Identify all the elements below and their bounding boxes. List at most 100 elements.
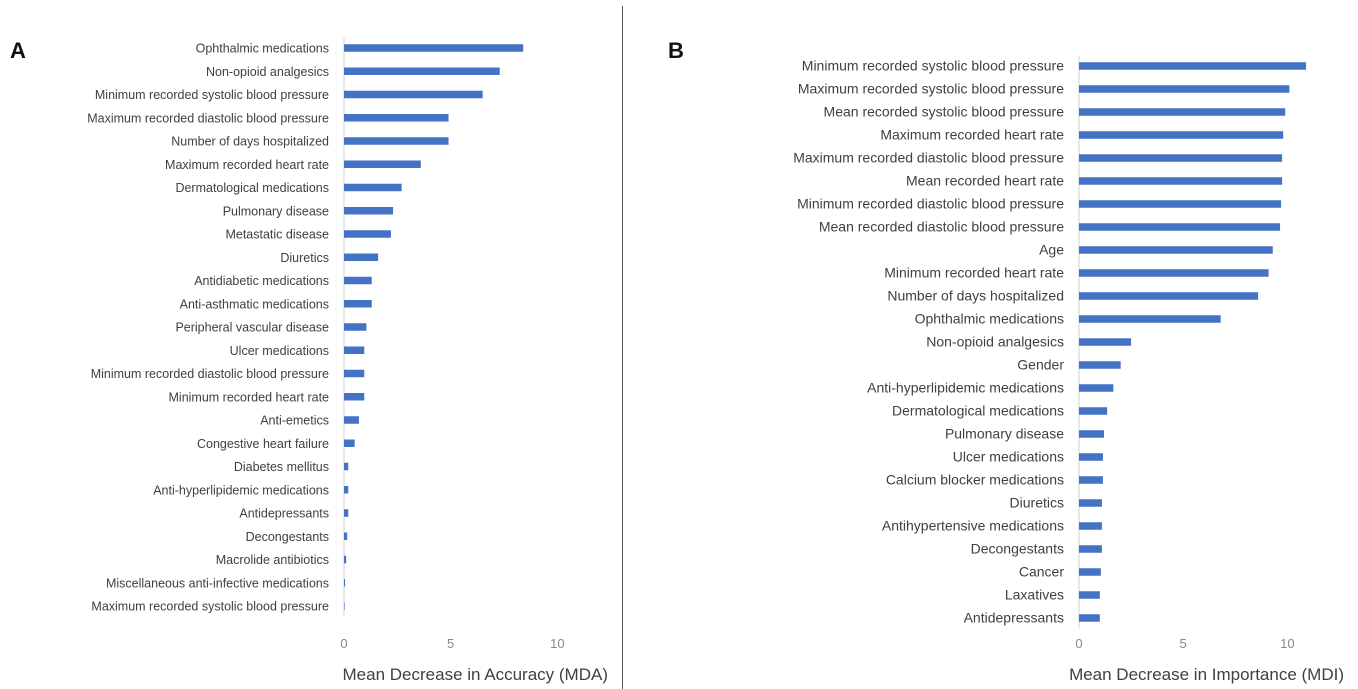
chart-a-bar: [344, 393, 365, 401]
chart-b-bar: [1079, 315, 1221, 323]
chart-a-category-label: Macrolide antibiotics: [216, 553, 329, 567]
chart-b-category-label: Mean recorded heart rate: [906, 173, 1064, 189]
chart-b-category-label: Maximum recorded heart rate: [880, 127, 1064, 143]
chart-a-category-label: Diabetes mellitus: [234, 460, 329, 474]
chart-b-category-label: Decongestants: [971, 541, 1064, 557]
chart-b-bar: [1079, 223, 1281, 231]
chart-b-x-tick-label: 0: [1075, 636, 1082, 651]
chart-a-bar: [344, 207, 394, 215]
chart-a-category-label: Decongestants: [246, 530, 329, 544]
chart-a-category-label: Minimum recorded systolic blood pressure: [95, 88, 329, 102]
chart-a-category-label: Maximum recorded systolic blood pressure: [91, 600, 329, 614]
chart-b-category-label: Antidepressants: [964, 610, 1064, 626]
chart-a-category-label: Anti-hyperlipidemic medications: [153, 483, 329, 497]
chart-a-category-label: Dermatological medications: [175, 181, 329, 195]
chart-a-bar: [344, 160, 421, 168]
chart-a-category-label: Diuretics: [280, 251, 329, 265]
chart-b-category-label: Mean recorded diastolic blood pressure: [819, 219, 1064, 235]
chart-a-category-label: Congestive heart failure: [197, 437, 329, 451]
chart-b-bar: [1079, 614, 1100, 622]
chart-b-category-label: Maximum recorded systolic blood pressure: [798, 81, 1064, 97]
chart-a-category-label: Non-opioid analgesics: [206, 65, 329, 79]
chart-b-category-label: Anti-hyperlipidemic medications: [867, 380, 1064, 396]
chart-a-category-label: Anti-asthmatic medications: [180, 297, 329, 311]
panel-label-b: B: [668, 38, 684, 63]
chart-b-category-label: Laxatives: [1005, 587, 1064, 603]
chart-b-bar: [1079, 545, 1102, 553]
chart-a-bar: [344, 90, 483, 99]
chart-b-bar: [1079, 591, 1100, 599]
chart-a-category-label: Maximum recorded diastolic blood pressur…: [87, 111, 329, 125]
chart-a-category-label: Ulcer medications: [230, 344, 329, 358]
chart-b-bar: [1079, 384, 1114, 392]
panel-divider: [622, 6, 623, 689]
chart-b-category-label: Ulcer medications: [953, 449, 1064, 465]
chart-b-category-label: Non-opioid analgesics: [926, 334, 1064, 350]
chart-a-category-label: Antidiabetic medications: [194, 274, 329, 288]
chart-a-x-tick-label: 0: [340, 636, 347, 651]
chart-a-category-label: Ophthalmic medications: [196, 42, 329, 56]
chart-a-bar: [344, 486, 349, 494]
chart-b-bar: [1079, 269, 1269, 277]
chart-b-category-label: Antihypertensive medications: [882, 518, 1064, 534]
chart-a-bar: [344, 276, 372, 285]
chart-a-category-label: Number of days hospitalized: [171, 135, 329, 149]
panel-label-a: A: [10, 38, 26, 63]
chart-b-bar: [1079, 499, 1102, 507]
chart-b-bar: [1079, 476, 1103, 484]
chart-a-bar: [344, 602, 345, 610]
chart-a-bar: [344, 300, 372, 308]
chart-b-bar: [1079, 200, 1282, 208]
chart-a-category-label: Antidepressants: [239, 507, 329, 521]
chart-b-bar: [1079, 108, 1286, 116]
chart-b-category-label: Age: [1039, 242, 1064, 258]
chart-a-bar: [344, 346, 365, 354]
chart-b-category-label: Calcium blocker medications: [886, 472, 1064, 488]
chart-a-category-label: Minimum recorded heart rate: [169, 390, 330, 404]
chart-b-bar: [1079, 338, 1132, 346]
chart-b-category-label: Ophthalmic medications: [915, 311, 1064, 327]
chart-a-bar: [344, 369, 365, 378]
chart-b-bar: [1079, 177, 1283, 185]
chart-b-bar: [1079, 154, 1283, 162]
chart-a-bar: [344, 44, 524, 52]
chart-b-category-label: Pulmonary disease: [945, 426, 1064, 442]
chart-b-category-label: Diuretics: [1010, 495, 1064, 511]
chart-b-category-label: Gender: [1017, 357, 1064, 373]
chart-a-x-axis-title: Mean Decrease in Accuracy (MDA): [343, 665, 608, 684]
chart-b-category-label: Cancer: [1019, 564, 1064, 580]
chart-b-category-label: Minimum recorded systolic blood pressure: [802, 58, 1064, 74]
chart-b-category-label: Dermatological medications: [892, 403, 1064, 419]
chart-a-bar: [344, 67, 500, 75]
chart-b-bar: [1079, 246, 1273, 254]
chart-a-x-tick-label: 5: [447, 636, 454, 651]
chart-b-x-axis-title: Mean Decrease in Importance (MDI): [1069, 665, 1344, 684]
chart-a-x-tick-label: 10: [550, 636, 564, 651]
chart-a-category-label: Metastatic disease: [225, 228, 329, 242]
chart-b-bar: [1079, 292, 1259, 300]
chart-a-bar: [344, 323, 367, 331]
chart-a-bar: [344, 579, 346, 587]
chart-a-category-label: Pulmonary disease: [223, 204, 329, 218]
chart-a-category-label: Miscellaneous anti-infective medications: [106, 576, 329, 590]
chart-a-bar: [344, 230, 391, 238]
chart-b-bar: [1079, 361, 1121, 369]
chart-a-category-label: Minimum recorded diastolic blood pressur…: [91, 367, 329, 381]
chart-b-bar: [1079, 430, 1104, 438]
chart-a-bar: [344, 137, 449, 145]
chart-a-bar: [344, 462, 349, 471]
chart-b-x-tick-label: 5: [1180, 636, 1187, 651]
chart-b-bar: [1079, 522, 1102, 530]
chart-b-bar: [1079, 568, 1101, 576]
chart-b-category-label: Number of days hospitalized: [887, 288, 1064, 304]
chart-a-bar: [344, 439, 355, 447]
chart-a-bar: [344, 532, 348, 540]
chart-a-bar: [344, 509, 349, 517]
chart-a-bar: [344, 555, 347, 564]
chart-a-category-label: Anti-emetics: [260, 414, 329, 428]
chart-b-category-label: Minimum recorded diastolic blood pressur…: [797, 196, 1064, 212]
chart-b-bar: [1079, 85, 1290, 93]
chart-b-category-label: Minimum recorded heart rate: [884, 265, 1064, 281]
